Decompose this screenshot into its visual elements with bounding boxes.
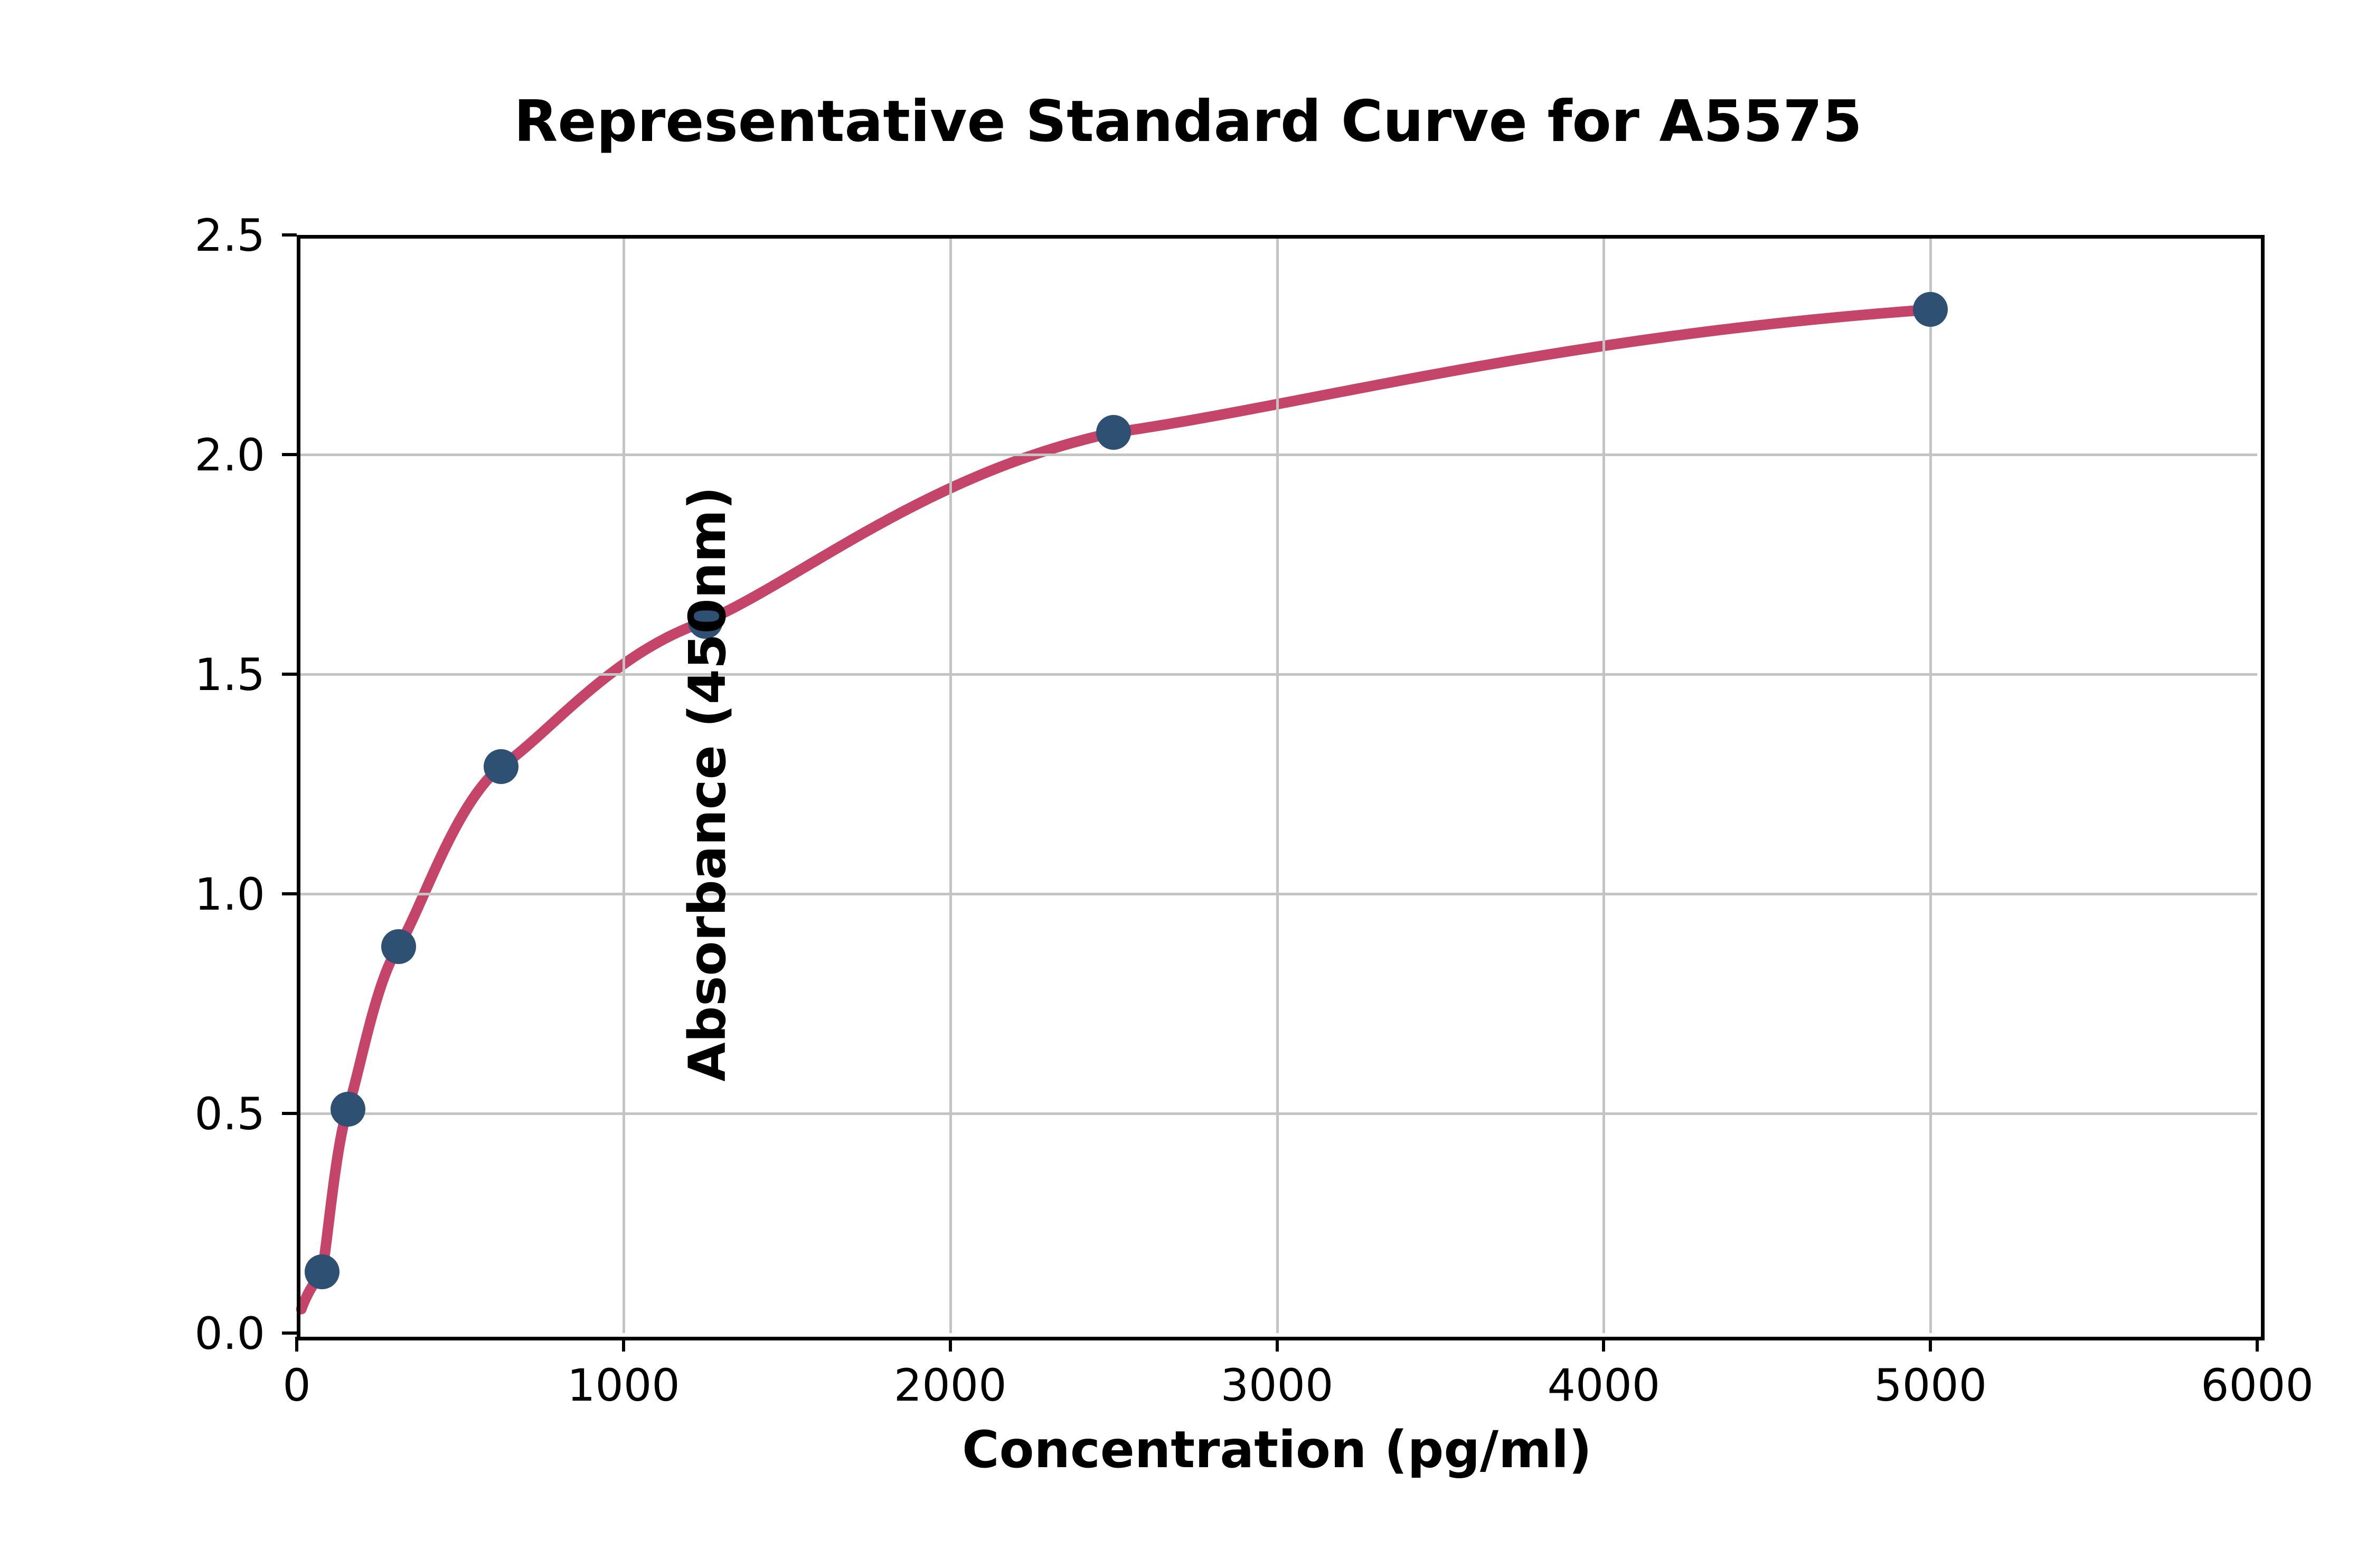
- plot-area: [296, 235, 2257, 1333]
- y-axis-tick-label: 1.0: [194, 868, 265, 920]
- x-axis-tick-label: 5000: [1874, 1359, 1987, 1411]
- x-axis-tick: [1602, 1337, 1606, 1352]
- y-axis-tick-label: 2.0: [194, 429, 265, 481]
- data-point-marker: [687, 604, 723, 639]
- gridline-vertical: [1602, 235, 1606, 1333]
- x-axis-tick-label: 2000: [893, 1359, 1007, 1411]
- curve-path: [296, 304, 1936, 1315]
- x-axis-tick-label: 3000: [1220, 1359, 1334, 1411]
- gridline-vertical: [949, 235, 952, 1333]
- y-axis-tick-label: 1.5: [194, 649, 265, 701]
- page-title: Representative Standard Curve for A5575: [514, 89, 1862, 155]
- y-axis-tick: [282, 1331, 297, 1335]
- data-point-marker: [305, 1254, 340, 1289]
- x-axis-tick: [295, 1337, 298, 1352]
- data-point-marker: [1096, 415, 1132, 450]
- y-axis-label: Absorbance (450nm): [678, 486, 737, 1082]
- data-point-marker: [1913, 292, 1948, 327]
- x-axis-tick-label: 6000: [2201, 1359, 2314, 1411]
- gridline-vertical: [622, 235, 625, 1333]
- y-axis-tick: [282, 673, 297, 676]
- data-point-marker: [330, 1091, 365, 1127]
- y-axis-tick-label: 0.5: [194, 1088, 265, 1140]
- y-axis-tick-label: 0.0: [194, 1308, 265, 1359]
- x-axis-tick: [621, 1337, 625, 1352]
- x-axis-tick: [2256, 1337, 2259, 1352]
- x-axis-tick: [948, 1337, 952, 1352]
- x-axis-label: Concentration (pg/ml): [962, 1420, 1592, 1479]
- x-axis-tick: [1275, 1337, 1279, 1352]
- y-axis-tick: [282, 1112, 297, 1115]
- y-axis-tick: [282, 453, 297, 456]
- x-axis-tick-label: 4000: [1547, 1359, 1661, 1411]
- y-axis-tick: [282, 233, 297, 237]
- fitted-curve: [296, 304, 1936, 1315]
- x-axis-tick-label: 1000: [567, 1359, 680, 1411]
- data-point-marker: [483, 749, 518, 784]
- x-axis-tick-label: 0: [282, 1359, 311, 1411]
- x-axis-tick: [1929, 1337, 1932, 1352]
- y-axis-tick-label: 2.5: [194, 210, 265, 261]
- data-point-marker: [381, 929, 417, 964]
- gridline-vertical: [1929, 235, 1932, 1333]
- y-axis-tick: [282, 892, 297, 895]
- gridline-vertical: [1276, 235, 1279, 1333]
